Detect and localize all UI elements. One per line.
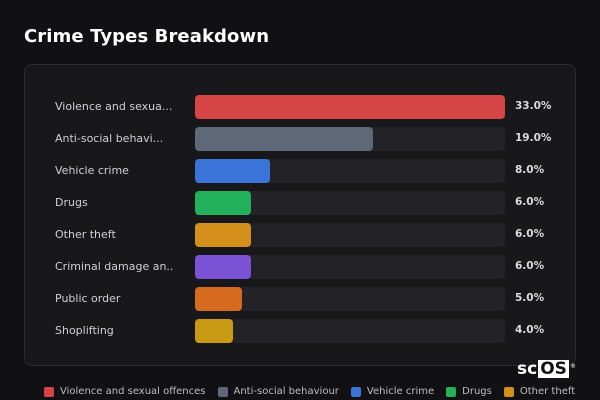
legend-label: Anti-social behaviour [233, 386, 339, 397]
bar-row: Public order 5.0% [25, 287, 577, 313]
legend-label: Other theft [519, 386, 576, 397]
bar [195, 191, 251, 215]
value-label: 6.0% [515, 260, 545, 272]
legend-item: Violence and sexual offences [44, 386, 206, 397]
value-label: 8.0% [515, 164, 545, 176]
value-label: 19.0% [515, 132, 552, 144]
value-label: 5.0% [515, 292, 545, 304]
bar-track [195, 319, 505, 343]
bar-row: Other theft 6.0% [25, 223, 577, 249]
legend-swatch [350, 386, 361, 397]
legend-swatch [217, 386, 228, 397]
value-label: 6.0% [515, 196, 545, 208]
bar [195, 319, 233, 343]
bar [195, 255, 251, 279]
chart-panel: Violence and sexua... 33.0% Anti-social be… [24, 64, 576, 366]
chart-title: Crime Types Breakdown [24, 26, 270, 47]
bar [195, 95, 505, 119]
bar-row: Drugs 6.0% [25, 191, 577, 217]
category-label: Criminal damage an... [55, 260, 173, 273]
legend-swatch [503, 386, 514, 397]
legend-item: Anti-social behaviour [217, 386, 339, 397]
bar-row: Vehicle crime 8.0% [25, 159, 577, 185]
bar-row: Shoplifting 4.0% [25, 319, 577, 345]
value-label: 33.0% [515, 100, 552, 112]
bar-track [195, 255, 505, 279]
bar [195, 127, 373, 151]
category-label: Shoplifting [55, 324, 114, 337]
chart-legend: Violence and sexual offences Anti-social … [44, 386, 587, 397]
bar-row: Violence and sexua... 33.0% [25, 95, 577, 121]
legend-label: Drugs [462, 386, 492, 397]
category-label: Violence and sexua... [55, 100, 173, 113]
bar-track [195, 127, 505, 151]
category-label: Vehicle crime [55, 164, 129, 177]
category-label: Other theft [55, 228, 116, 241]
bar [195, 287, 242, 311]
bar-track [195, 223, 505, 247]
bar-track [195, 95, 505, 119]
legend-item: Vehicle crime [350, 386, 435, 397]
value-label: 4.0% [515, 324, 545, 336]
category-label: Drugs [55, 196, 88, 209]
bar-track [195, 159, 505, 183]
bar [195, 223, 251, 247]
legend-swatch [44, 386, 54, 397]
bar-track [195, 191, 505, 215]
legend-swatch [446, 386, 457, 397]
bar-track [195, 287, 505, 311]
category-label: Public order [55, 292, 121, 305]
category-label: Anti-social behavi... [55, 132, 164, 145]
scos-logo: sc OS ® [517, 359, 576, 379]
value-label: 6.0% [515, 228, 545, 240]
bar-row: Anti-social behavi... 19.0% [25, 127, 577, 153]
legend-label: Vehicle crime [366, 386, 435, 397]
legend-item: Drugs [446, 386, 492, 397]
bar [195, 159, 270, 183]
legend-label: Violence and sexual offences [60, 386, 206, 397]
legend-item: Other theft [503, 386, 576, 397]
bar-row: Criminal damage an... 6.0% [25, 255, 577, 281]
